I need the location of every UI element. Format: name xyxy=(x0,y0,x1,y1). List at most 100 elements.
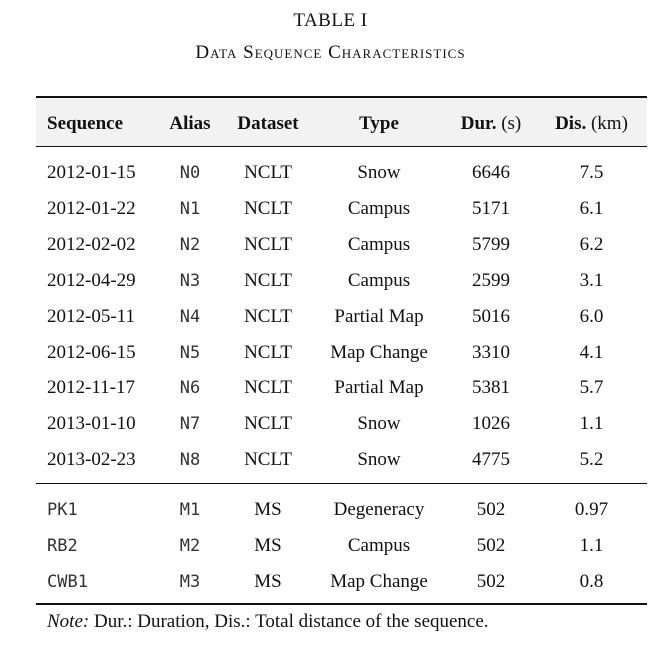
table-row: 2012-04-29 N3 NCLT Campus 2599 3.1 xyxy=(36,263,647,299)
table-row: 2013-01-10 N7 NCLT Snow 1026 1.1 xyxy=(36,406,647,442)
cell-duration: 6646 xyxy=(472,162,510,183)
cell-type: Campus xyxy=(347,535,411,556)
cell-sequence: CWB1 xyxy=(47,572,88,592)
header-distance-label: Dis. xyxy=(555,113,587,134)
cell-duration: 502 xyxy=(476,535,506,556)
cell-dataset: NCLT xyxy=(244,377,292,398)
cell-duration: 1026 xyxy=(472,413,510,434)
cell-duration: 5381 xyxy=(472,377,510,398)
cell-distance: 4.1 xyxy=(579,342,604,363)
table-row: 2012-01-15 N0 NCLT Snow 6646 7.5 xyxy=(36,155,647,191)
cell-dataset: NCLT xyxy=(244,413,292,434)
table-label: TABLE I xyxy=(293,10,368,31)
cell-dataset: MS xyxy=(254,571,282,592)
cell-alias: N4 xyxy=(179,307,201,327)
cell-distance: 1.1 xyxy=(579,413,604,434)
cell-alias: N8 xyxy=(179,450,201,470)
header-duration-label: Dur. xyxy=(460,113,497,134)
cell-alias: M2 xyxy=(179,536,201,556)
cell-alias: N6 xyxy=(179,378,201,398)
cell-dataset: NCLT xyxy=(244,162,292,183)
cell-distance: 7.5 xyxy=(579,162,604,183)
cell-distance: 6.1 xyxy=(579,198,604,219)
header-row: Sequence Alias Dataset Type Dur. (s) Dis… xyxy=(36,106,647,142)
cell-duration: 5799 xyxy=(472,234,510,255)
cell-alias: N7 xyxy=(179,414,201,434)
cell-type: Map Change xyxy=(330,571,428,592)
note-label: Note: xyxy=(47,611,90,632)
cell-sequence: 2012-05-11 xyxy=(47,306,135,327)
cell-distance: 0.8 xyxy=(579,571,604,592)
cell-sequence: 2012-11-17 xyxy=(47,377,135,398)
cell-dataset: NCLT xyxy=(244,270,292,291)
cell-distance: 0.97 xyxy=(574,499,609,520)
cell-dataset: MS xyxy=(254,499,282,520)
table-row: 2012-06-15 N5 NCLT Map Change 3310 4.1 xyxy=(36,335,647,371)
table-row: 2012-01-22 N1 NCLT Campus 5171 6.1 xyxy=(36,191,647,227)
header-band xyxy=(36,98,647,146)
header-bottom-rule xyxy=(36,146,647,147)
cell-type: Partial Map xyxy=(334,306,424,327)
cell-type: Campus xyxy=(347,198,411,219)
cell-dataset: NCLT xyxy=(244,449,292,470)
table-row: 2013-02-23 N8 NCLT Snow 4775 5.2 xyxy=(36,442,647,478)
cell-duration: 502 xyxy=(476,499,506,520)
cell-duration: 5016 xyxy=(472,306,510,327)
cell-distance: 5.7 xyxy=(579,377,604,398)
cell-alias: N5 xyxy=(179,343,201,363)
group-separator-rule xyxy=(36,483,647,484)
cell-sequence: RB2 xyxy=(47,536,78,556)
cell-dataset: NCLT xyxy=(244,198,292,219)
table-bottom-rule xyxy=(36,603,647,605)
cell-sequence: PK1 xyxy=(47,500,78,520)
header-sequence: Sequence xyxy=(47,113,123,134)
cell-duration: 502 xyxy=(476,571,506,592)
cell-alias: N2 xyxy=(179,235,201,255)
cell-type: Snow xyxy=(357,449,401,470)
cell-alias: M1 xyxy=(179,500,201,520)
cell-alias: N3 xyxy=(179,271,201,291)
cell-sequence: 2013-02-23 xyxy=(47,449,136,470)
header-distance: Dis. (km) xyxy=(536,106,647,142)
cell-distance: 1.1 xyxy=(579,535,604,556)
cell-dataset: NCLT xyxy=(244,342,292,363)
cell-distance: 3.1 xyxy=(579,270,604,291)
cell-duration: 2599 xyxy=(472,270,510,291)
cell-sequence: 2012-02-02 xyxy=(47,234,136,255)
cell-type: Map Change xyxy=(330,342,428,363)
cell-sequence: 2012-01-22 xyxy=(47,198,136,219)
cell-type: Partial Map xyxy=(334,377,424,398)
header-duration-unit: (s) xyxy=(501,113,522,134)
cell-duration: 5171 xyxy=(472,198,510,219)
cell-sequence: 2012-01-15 xyxy=(47,162,136,183)
cell-dataset: MS xyxy=(254,535,282,556)
cell-alias: N1 xyxy=(179,199,201,219)
table-note: Note: Dur.: Duration, Dis.: Total distan… xyxy=(47,611,489,633)
cell-distance: 6.2 xyxy=(579,234,604,255)
header-duration: Dur. (s) xyxy=(448,106,534,142)
note-text: Dur.: Duration, Dis.: Total distance of … xyxy=(93,611,489,632)
cell-type: Campus xyxy=(347,234,411,255)
cell-sequence: 2012-06-15 xyxy=(47,342,136,363)
table-top-rule xyxy=(36,96,647,98)
header-alias: Alias xyxy=(169,113,211,134)
cell-alias: M3 xyxy=(179,572,201,592)
cell-dataset: NCLT xyxy=(244,234,292,255)
cell-duration: 4775 xyxy=(472,449,510,470)
cell-alias: N0 xyxy=(179,163,201,183)
header-type: Type xyxy=(359,113,399,134)
table-row: RB2 M2 MS Campus 502 1.1 xyxy=(36,528,647,564)
cell-duration: 3310 xyxy=(472,342,510,363)
cell-type: Snow xyxy=(357,413,401,434)
table-row: 2012-11-17 N6 NCLT Partial Map 5381 5.7 xyxy=(36,370,647,406)
cell-distance: 5.2 xyxy=(579,449,604,470)
header-distance-unit: (km) xyxy=(590,113,628,134)
table-row: 2012-02-02 N2 NCLT Campus 5799 6.2 xyxy=(36,227,647,263)
table-row: PK1 M1 MS Degeneracy 502 0.97 xyxy=(36,492,647,528)
table-caption: Data Sequence Characteristics xyxy=(195,42,466,63)
table-row: CWB1 M3 MS Map Change 502 0.8 xyxy=(36,564,647,600)
cell-sequence: 2013-01-10 xyxy=(47,413,136,434)
cell-type: Degeneracy xyxy=(333,499,425,520)
cell-sequence: 2012-04-29 xyxy=(47,270,136,291)
header-dataset: Dataset xyxy=(237,113,299,134)
